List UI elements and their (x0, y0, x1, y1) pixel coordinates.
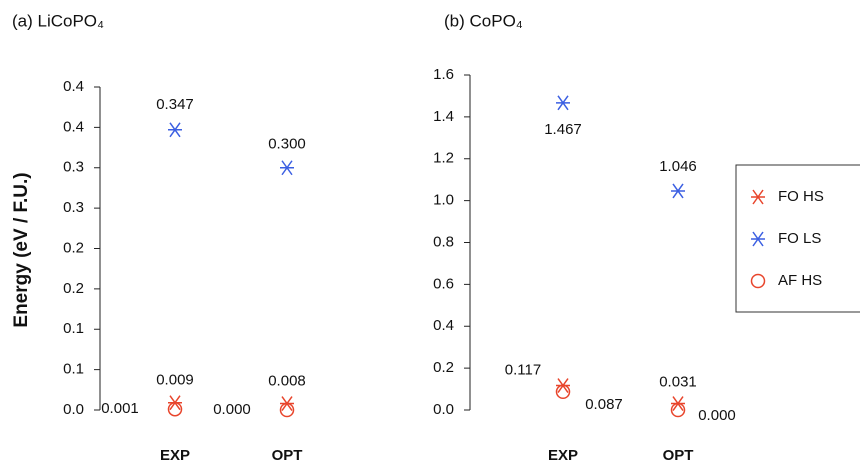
y-tick-label: 0.0 (63, 401, 84, 418)
y-tick-label: 1.0 (433, 192, 454, 209)
data-point (280, 160, 294, 176)
data-label: 0.087 (585, 396, 623, 413)
y-tick-label: 0.4 (433, 317, 454, 334)
y-tick-label: 0.4 (63, 118, 84, 135)
y-tick-label: 0.2 (433, 359, 454, 376)
y-tick-label: 0.8 (433, 233, 454, 250)
y-tick-label: 0.3 (63, 159, 84, 176)
data-point (671, 183, 685, 199)
legend-marker (751, 231, 765, 247)
legend-marker (751, 189, 765, 205)
data-label: 0.000 (213, 401, 251, 418)
data-label: 0.009 (156, 372, 194, 389)
x-tick-label: EXP (160, 447, 190, 464)
y-tick-label: 1.6 (433, 66, 454, 83)
data-point (167, 401, 183, 417)
y-tick-label: 0.1 (63, 361, 84, 378)
legend-label: AF HS (778, 272, 822, 289)
x-tick-label: OPT (663, 447, 694, 464)
y-tick-label: 0.2 (63, 239, 84, 256)
y-axis-label: Energy (eV / F.U.) (11, 172, 32, 327)
y-tick-label: 0.1 (63, 320, 84, 337)
data-point (556, 95, 570, 111)
data-point (670, 402, 686, 418)
x-tick-label: OPT (272, 447, 303, 464)
y-tick-label: 1.2 (433, 150, 454, 167)
chart-title: (b) CoPO₄ (444, 11, 523, 30)
data-point (555, 384, 571, 400)
legend-label: FO LS (778, 230, 821, 247)
y-tick-label: 1.4 (433, 108, 454, 125)
y-tick-label: 0.6 (433, 275, 454, 292)
data-label: 1.467 (544, 121, 582, 138)
x-tick-label: EXP (548, 447, 578, 464)
data-label: 0.347 (156, 96, 194, 113)
y-tick-label: 0.0 (433, 401, 454, 418)
y-tick-label: 0.2 (63, 280, 84, 297)
data-label: 0.300 (268, 136, 306, 153)
chart-title: (a) LiCoPO₄ (12, 11, 104, 30)
data-label: 0.001 (101, 400, 139, 417)
data-point (168, 122, 182, 138)
data-label: 0.117 (505, 361, 541, 378)
data-label: 0.031 (659, 373, 697, 390)
data-label: 0.008 (268, 373, 306, 390)
legend-marker (750, 273, 766, 289)
data-point (279, 402, 295, 418)
y-tick-label: 0.3 (63, 199, 84, 216)
data-label: 1.046 (659, 158, 697, 175)
y-tick-label: 0.4 (63, 78, 84, 95)
legend-label: FO HS (778, 188, 824, 205)
data-label: 0.000 (698, 407, 736, 424)
